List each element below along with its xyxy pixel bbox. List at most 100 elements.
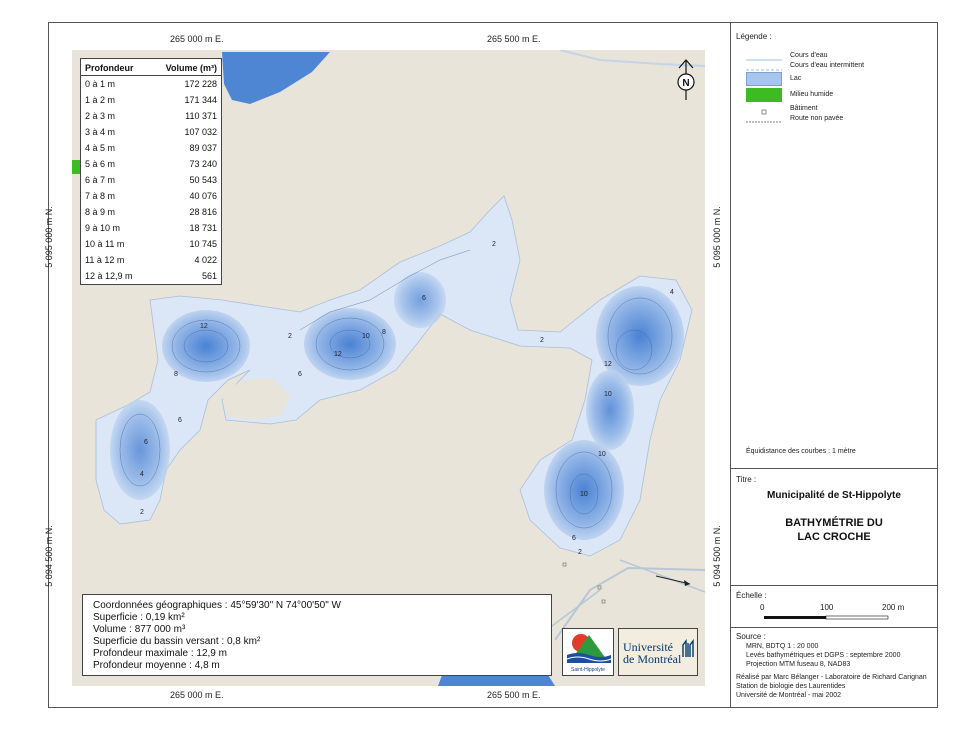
row-volume: 18 731 [189, 223, 217, 233]
legend-road-symbol [746, 114, 782, 124]
row-volume: 50 543 [189, 175, 217, 185]
legend-wetland-label: Milieu humide [790, 91, 834, 98]
row-depth: 9 à 10 m [85, 223, 121, 233]
north-arrow-icon [677, 59, 695, 100]
legend-divider [730, 468, 938, 469]
row-volume: 4 022 [194, 255, 217, 265]
title-label: Titre : [736, 475, 757, 484]
udem-emblem-icon [682, 639, 694, 657]
row-volume: 172 228 [184, 79, 217, 89]
legend-stream-label: Cours d'eau [790, 52, 828, 59]
row-volume: 28 816 [189, 207, 217, 217]
row-volume: 171 344 [184, 95, 217, 105]
table-row: 8 à 9 m 28 816 [81, 204, 221, 220]
panel-divider [730, 22, 731, 708]
st-hippolyte-label: Saint-Hippolyte [571, 667, 605, 673]
table-row: 7 à 8 m 40 076 [81, 188, 221, 204]
legend-lake-label: Lac [790, 75, 802, 82]
scale-tick-0: 0 [760, 603, 765, 612]
row-depth: 4 à 5 m [85, 143, 116, 153]
table-row: 10 à 11 m 10 745 [81, 236, 221, 252]
contour-label: 10 [604, 391, 612, 398]
deep-zone-southwest [110, 400, 170, 500]
legend-road-label: Route non pavée [790, 115, 844, 122]
building-3 [597, 585, 602, 590]
row-depth: 3 à 4 m [85, 127, 116, 137]
stream-top-right [559, 50, 705, 67]
contour-label: 4 [670, 289, 674, 296]
deep-zone-west [162, 310, 250, 382]
deep-zone-northeast [596, 286, 684, 386]
deep-zone-east [586, 370, 634, 450]
table-row: 1 à 2 m 171 344 [81, 92, 221, 108]
row-depth: 10 à 11 m [85, 239, 125, 249]
contour-label: 12 [604, 361, 612, 368]
contour-label: 10 [580, 491, 588, 498]
row-volume: 107 032 [184, 127, 217, 137]
scale-tick-200: 200 m [882, 603, 905, 612]
info-max-depth: Profondeur maximale : 12,9 m [93, 648, 227, 659]
row-depth: 8 à 9 m [85, 207, 116, 217]
table-row: 12 à 12,9 m 561 [81, 268, 221, 284]
map-canvas: 2 2 2 2 2 4 4 6 6 6 6 6 8 8 10 10 10 10 … [72, 50, 705, 686]
row-depth: 0 à 1 m [85, 79, 116, 89]
contour-label: 4 [140, 471, 144, 478]
map-title-line1: BATHYMÉTRIE DU [785, 517, 883, 529]
udem-line2: de Montréal [623, 652, 682, 666]
contour-label: 2 [288, 333, 292, 340]
header-depth: Profondeur [85, 63, 134, 73]
road-3 [619, 559, 705, 593]
info-coords: Coordonnées géographiques : 45°59'30" N … [93, 600, 341, 611]
table-row: 4 à 5 m 89 037 [81, 140, 221, 156]
table-row: 11 à 12 m 4 022 [81, 252, 221, 268]
contour-label: 6 [298, 371, 302, 378]
st-hippolyte-logo: Saint-Hippolyte [562, 628, 614, 676]
legend-stream-symbol [746, 52, 782, 62]
table-row: 0 à 1 m 172 228 [81, 76, 221, 92]
contour-label: 8 [382, 329, 386, 336]
coord-top-1: 265 000 m E. [170, 34, 224, 44]
credit-line-3: Université de Montréal - mai 2002 [736, 692, 842, 699]
north-label: N [682, 78, 689, 89]
contour-label: 12 [200, 323, 208, 330]
coord-right-2: 5 094 500 m N. [711, 525, 722, 587]
table-row: 5 à 6 m 73 240 [81, 156, 221, 172]
source-label: Source : [736, 632, 766, 641]
coord-top-2: 265 500 m E. [487, 34, 541, 44]
row-volume: 10 745 [189, 239, 217, 249]
contour-label: 10 [362, 333, 370, 340]
row-depth: 12 à 12,9 m [85, 271, 133, 281]
contour-label: 2 [540, 337, 544, 344]
scale-divider [730, 627, 938, 628]
contour-label: 6 [572, 535, 576, 542]
scale-tick-100: 100 [820, 603, 834, 612]
credit-line-1: Réalisé par Marc Bélanger - Laboratoire … [736, 674, 927, 681]
coord-right-1: 5 095 000 m N. [711, 206, 722, 268]
equidistance-note: Équidistance des courbes : 1 mètre [746, 448, 856, 455]
contour-label: 10 [598, 451, 606, 458]
table-row: 9 à 10 m 18 731 [81, 220, 221, 236]
depth-volume-table: Profondeur Volume (m³) 0 à 1 m 172 228 1 à… [80, 58, 222, 285]
flow-arrowhead [684, 580, 690, 586]
row-depth: 11 à 12 m [85, 255, 125, 265]
legend-intermittent-label: Cours d'eau intermittent [790, 62, 865, 69]
contour-label: 8 [174, 371, 178, 378]
lake-info-box: Coordonnées géographiques : 45°59'30" N … [82, 594, 552, 676]
legend-title: Légende : [736, 32, 772, 41]
road-1 [554, 566, 705, 641]
source-line-1: MRN, BDTQ 1 : 20 000 [746, 643, 819, 650]
info-watershed: Superficie du bassin versant : 0,8 km² [93, 636, 261, 647]
island [222, 378, 290, 420]
contour-label-group: 2 2 2 2 2 4 4 6 6 6 6 6 8 8 10 10 10 10 … [140, 241, 674, 556]
flow-arrow [655, 575, 691, 585]
contour-label: 6 [144, 439, 148, 446]
row-volume: 561 [201, 271, 217, 281]
legend-lake-swatch [746, 72, 782, 86]
udem-logo: Université de Montréal [618, 628, 698, 676]
coord-left-2: 5 094 500 m N. [43, 525, 54, 587]
info-area: Superficie : 0,19 km² [93, 612, 185, 623]
row-depth: 2 à 3 m [85, 111, 116, 121]
map-title-line2: LAC CROCHE [797, 531, 871, 543]
legend-intermittent-symbol [746, 62, 782, 72]
bathymetry-map: 2 2 2 2 2 4 4 6 6 6 6 6 8 8 10 10 10 10 … [72, 50, 705, 686]
